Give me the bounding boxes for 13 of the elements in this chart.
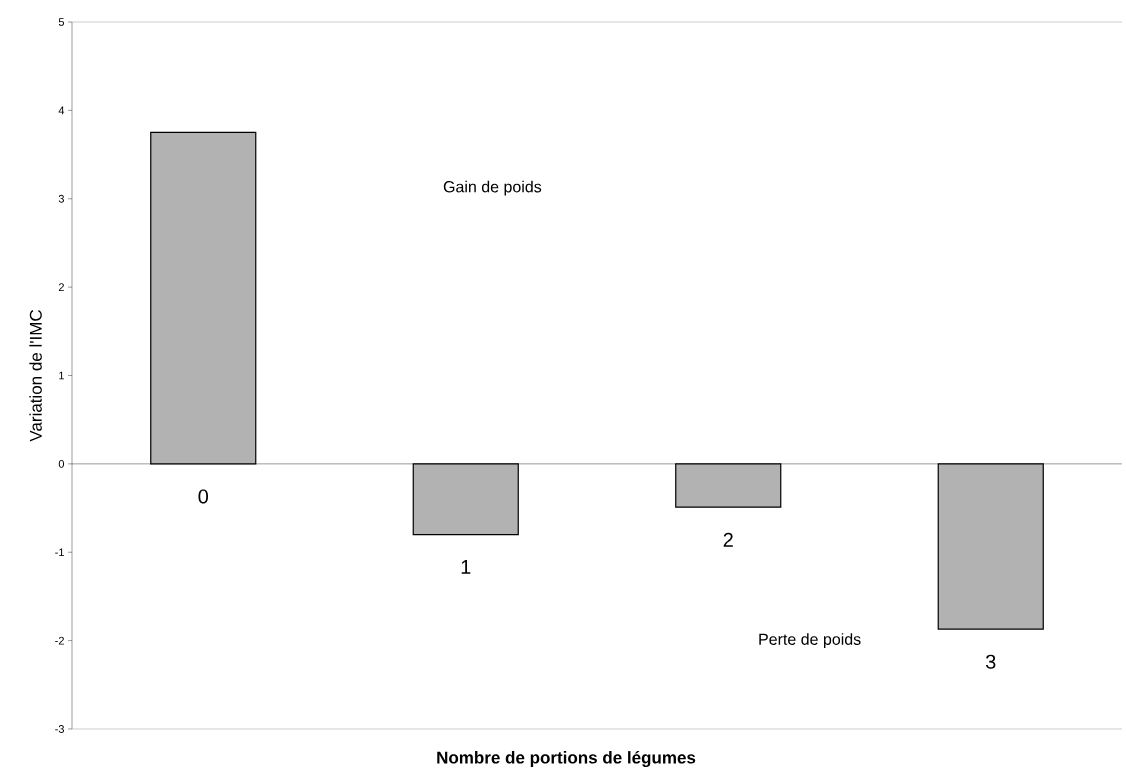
annotation: Perte de poids: [759, 633, 861, 649]
y-tick-label: 0: [58, 459, 65, 468]
y-tick-label: -2: [55, 636, 64, 645]
annotation: Gain de poids: [443, 180, 542, 196]
y-axis-title: Variation de l'IMC: [29, 309, 42, 442]
y-tick-label: -1: [55, 548, 64, 557]
y-tick-label: 4: [58, 106, 65, 115]
y-tick-label: 1: [59, 371, 64, 380]
y-tick-label: 3: [58, 194, 64, 203]
x-axis-title: Nombre de portions de légumes: [437, 750, 696, 768]
y-tick-label: -3: [55, 725, 64, 733]
y-tick-label: 2: [58, 283, 64, 291]
y-tick-label: 5: [58, 18, 64, 26]
